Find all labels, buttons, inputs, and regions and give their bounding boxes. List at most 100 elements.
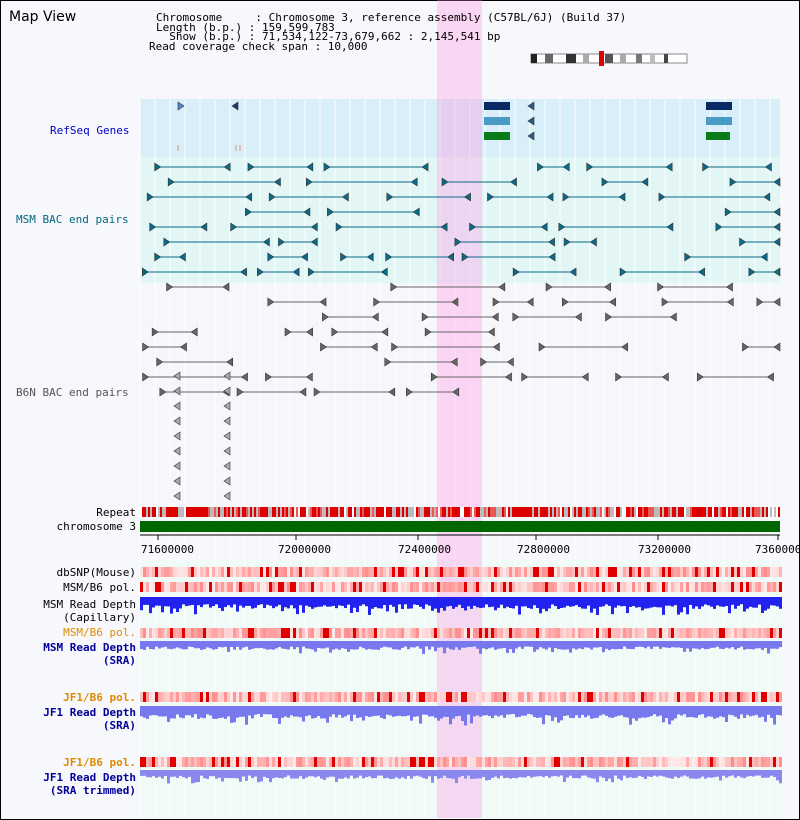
read-depth-bar [635, 770, 638, 778]
read-depth-bar [740, 597, 743, 605]
repeat-segment [622, 507, 624, 517]
repeat-segment [740, 507, 742, 517]
pol-heat-cell [191, 567, 194, 577]
read-depth-bar [464, 597, 467, 611]
repeat-segment [190, 507, 192, 517]
b6n-bac-pair-end [151, 327, 159, 337]
pol-heat-cell [479, 567, 482, 577]
pol-heat-cell [386, 692, 389, 702]
pol-heat-cell [674, 582, 677, 592]
read-depth-bar [506, 641, 509, 653]
pol-heat-cell [401, 628, 404, 638]
b6n-bac-pair-end [766, 372, 774, 382]
refseq-gene [527, 116, 535, 126]
read-depth-bar [269, 770, 272, 783]
read-depth-bar [665, 706, 668, 718]
read-depth-bar [527, 641, 530, 647]
pol-heat-cell [389, 567, 392, 577]
repeat-segment [550, 507, 552, 517]
read-depth-bar [650, 641, 653, 649]
pol-heat-cell [266, 628, 269, 638]
read-depth-bar [281, 706, 284, 718]
pol-heat-cell [746, 567, 749, 577]
read-depth-bar [404, 706, 407, 717]
pol-heat-cell [419, 757, 422, 767]
read-depth-bar [287, 641, 290, 650]
repeat-segment [666, 507, 668, 517]
pol-heat-cell [482, 628, 485, 638]
pol-heat-cell [764, 628, 767, 638]
pol-heat-cell [476, 692, 479, 702]
repeat-segment [436, 507, 438, 517]
axis-tick-label: 72800000 [517, 543, 570, 556]
refseq-gene [706, 117, 732, 125]
read-depth-bar [281, 641, 284, 649]
pol-heat-cell [725, 692, 728, 702]
repeat-segment [612, 507, 614, 517]
msm-bac-end-pairs-label[interactable]: MSM BAC end pairs [16, 213, 129, 226]
pol-heat-cell [584, 628, 587, 638]
b6n-bac-end-pairs-label[interactable]: B6N BAC end pairs [16, 386, 129, 399]
pol-heat-cell [425, 628, 428, 638]
read-depth-bar [521, 641, 524, 649]
pol-heat-cell [338, 757, 341, 767]
read-depth-bar [608, 597, 611, 606]
pol-heat-cell [485, 692, 488, 702]
pol-heat-cell [386, 757, 389, 767]
pol-heat-cell [293, 692, 296, 702]
pol-heat-cell [545, 628, 548, 638]
read-depth-bar [503, 706, 506, 718]
read-depth-bar [293, 597, 296, 609]
repeat-segment [506, 507, 508, 517]
read-depth-bar [296, 597, 299, 615]
pol-heat-cell [224, 692, 227, 702]
read-depth-bar [737, 597, 740, 606]
read-depth-bar [611, 641, 614, 649]
read-depth-bar [350, 641, 353, 650]
read-depth-bar [704, 706, 707, 718]
pol-heat-cell [635, 692, 638, 702]
pol-heat-cell [617, 582, 620, 592]
read-depth-bar [458, 770, 461, 778]
repeat-segment [226, 507, 228, 517]
read-depth-bar [374, 641, 377, 650]
b6n-bac-end [173, 416, 181, 426]
pol-heat-cell [731, 582, 734, 592]
read-depth-bar [365, 770, 368, 778]
read-depth-bar [653, 706, 656, 715]
repeat-segment [328, 507, 330, 517]
pol-heat-cell [428, 582, 431, 592]
repeat-segment [768, 507, 770, 517]
refseq-genes-label[interactable]: RefSeq Genes [50, 124, 130, 137]
pol-heat-cell [278, 582, 281, 592]
msm-bac-pair-end [487, 192, 495, 202]
repeat-segment [774, 507, 776, 517]
pol-heat-cell [428, 567, 431, 577]
pol-heat-cell [287, 582, 290, 592]
read-depth-bar [197, 706, 200, 719]
pol-heat-cell [296, 582, 299, 592]
read-depth-bar [203, 770, 206, 779]
read-depth-bar [632, 641, 635, 649]
msm-bac-pair-end [310, 222, 318, 232]
repeat-segment [238, 507, 240, 517]
read-depth-bar [272, 597, 275, 609]
repeat-segment [380, 507, 382, 517]
read-depth-bar [449, 597, 452, 606]
pol-heat-cell [347, 582, 350, 592]
pol-heat-cell [143, 692, 146, 702]
repeat-segment [272, 507, 274, 517]
read-depth-bar [314, 706, 317, 718]
pol-heat-cell [467, 628, 470, 638]
pol-heat-cell [389, 692, 392, 702]
read-depth-bar [344, 706, 347, 717]
repeat-segment [334, 507, 336, 517]
pol-heat-cell [755, 757, 758, 767]
pol-heat-cell [563, 582, 566, 592]
pol-heat-cell [743, 692, 746, 702]
pol-heat-cell [758, 692, 761, 702]
read-depth-bar [662, 706, 665, 723]
read-depth-bar [572, 597, 575, 607]
repeat-segment [206, 507, 208, 517]
pol-heat-cell [248, 757, 251, 767]
